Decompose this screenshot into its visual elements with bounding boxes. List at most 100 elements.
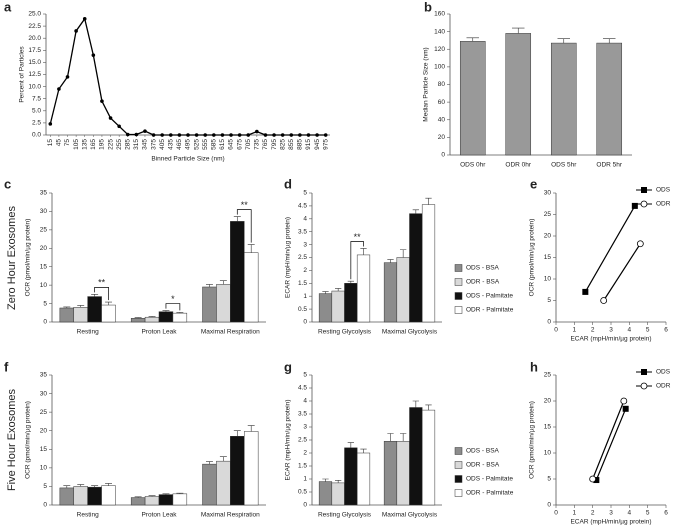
- marker: [134, 132, 139, 137]
- legend-marker: [641, 369, 647, 375]
- bar: [172, 312, 188, 323]
- bar: [172, 493, 188, 506]
- error-bar: [334, 288, 342, 292]
- x-tick-label: 285: [124, 139, 131, 150]
- x-tick-label: Proton Leak: [141, 512, 177, 519]
- panel-letter: b: [424, 0, 432, 14]
- marker: [117, 124, 121, 129]
- significance-bracket: [236, 209, 252, 243]
- y-tick-label: 25: [544, 211, 552, 218]
- y-axis-label: OCR (pmol/min/µg protein): [529, 401, 536, 479]
- marker: [589, 475, 597, 483]
- error-bar: [205, 461, 213, 465]
- significance-label: **: [354, 232, 362, 242]
- marker: [636, 240, 644, 248]
- y-tick-label: 1: [303, 293, 307, 300]
- y-axis-label: Percent of Particles: [19, 46, 26, 103]
- significance-bracket: [350, 241, 364, 280]
- marker: [100, 99, 104, 103]
- y-tick-label: 2.5: [298, 254, 307, 261]
- x-axis-label: ECAR (mpH/min/µg protein): [570, 336, 651, 343]
- y-tick-label: 30: [40, 208, 48, 215]
- bar: [383, 441, 398, 506]
- x-tick-label: Proton Leak: [141, 329, 177, 336]
- marker: [160, 133, 164, 137]
- y-tick-label: 2: [303, 267, 307, 274]
- y-tick-label: 3: [303, 424, 307, 431]
- bar: [130, 318, 146, 323]
- error-bar: [412, 400, 420, 408]
- marker: [272, 133, 276, 137]
- y-tick-label: 22.5: [28, 23, 41, 30]
- y-tick-label: 17.5: [28, 47, 41, 54]
- error-bar: [425, 197, 432, 205]
- x-tick-label: 885: [297, 139, 304, 150]
- x-tick-label: 3: [609, 327, 613, 334]
- x-axis-label: Binned Particle Size (nm): [151, 156, 224, 163]
- bar: [101, 304, 116, 323]
- legend-label: ODS - BSA: [466, 265, 500, 272]
- error-bar: [387, 433, 394, 442]
- x-tick-label: ODR 5hr: [596, 162, 622, 169]
- error-bar: [134, 496, 142, 498]
- significance-label: *: [171, 294, 175, 304]
- x-tick-label: 195: [99, 139, 106, 150]
- y-tick-label: 4: [303, 216, 307, 223]
- error-bar: [347, 280, 355, 284]
- error-bar: [219, 280, 227, 285]
- bar: [459, 41, 486, 156]
- x-tick-label: Resting Glycolysis: [318, 512, 372, 519]
- marker: [220, 133, 225, 137]
- error-bar: [233, 430, 241, 437]
- legend-label: ODS - Palmitate: [466, 476, 513, 483]
- error-bar: [176, 312, 184, 314]
- y-tick-label: 5: [43, 300, 47, 307]
- error-bar: [63, 485, 71, 488]
- bar: [202, 463, 217, 506]
- legend-swatch: [454, 292, 463, 300]
- error-bar: [322, 478, 329, 482]
- marker: [298, 133, 302, 137]
- marker: [168, 133, 173, 137]
- x-tick-label: 345: [142, 139, 149, 150]
- x-tick-label: 15: [47, 139, 54, 147]
- error-bar: [360, 248, 367, 255]
- x-tick-label: 975: [322, 139, 329, 150]
- error-bar: [557, 38, 571, 44]
- y-tick-label: 2: [303, 450, 307, 457]
- bar: [356, 254, 371, 323]
- x-tick-label: Maximal Respiration: [201, 512, 260, 519]
- y-tick-label: 0: [303, 319, 307, 326]
- bar: [202, 286, 217, 323]
- legend-swatch: [454, 475, 463, 483]
- x-tick-label: 4: [628, 327, 632, 334]
- legend-label: ODR - Palmitate: [466, 307, 514, 314]
- marker: [620, 397, 628, 405]
- y-tick-label: 5: [303, 372, 307, 379]
- y-tick-label: 20: [40, 245, 48, 252]
- y-tick-label: 60: [438, 99, 446, 106]
- marker: [143, 129, 147, 133]
- bar: [383, 262, 398, 323]
- y-tick-label: 10.0: [28, 83, 41, 90]
- error-bar: [105, 483, 113, 486]
- legend-swatch: [454, 278, 463, 286]
- x-tick-label: 6: [664, 327, 668, 334]
- y-tick-label: 25: [40, 227, 48, 234]
- error-bar: [148, 495, 156, 497]
- legend-swatch: [454, 264, 463, 272]
- y-tick-label: 12.5: [28, 71, 41, 78]
- marker: [65, 75, 70, 79]
- y-tick-label: 35: [40, 190, 48, 197]
- y-tick-label: 0: [43, 502, 47, 509]
- bar: [243, 252, 259, 323]
- y-tick-label: 5.0: [32, 108, 41, 115]
- bar: [87, 486, 102, 506]
- bar: [73, 307, 88, 323]
- x-tick-label: 0: [554, 327, 558, 334]
- error-bar: [233, 216, 241, 222]
- x-tick-label: 735: [254, 139, 261, 150]
- line: [603, 243, 641, 301]
- y-tick-label: 0: [547, 502, 551, 509]
